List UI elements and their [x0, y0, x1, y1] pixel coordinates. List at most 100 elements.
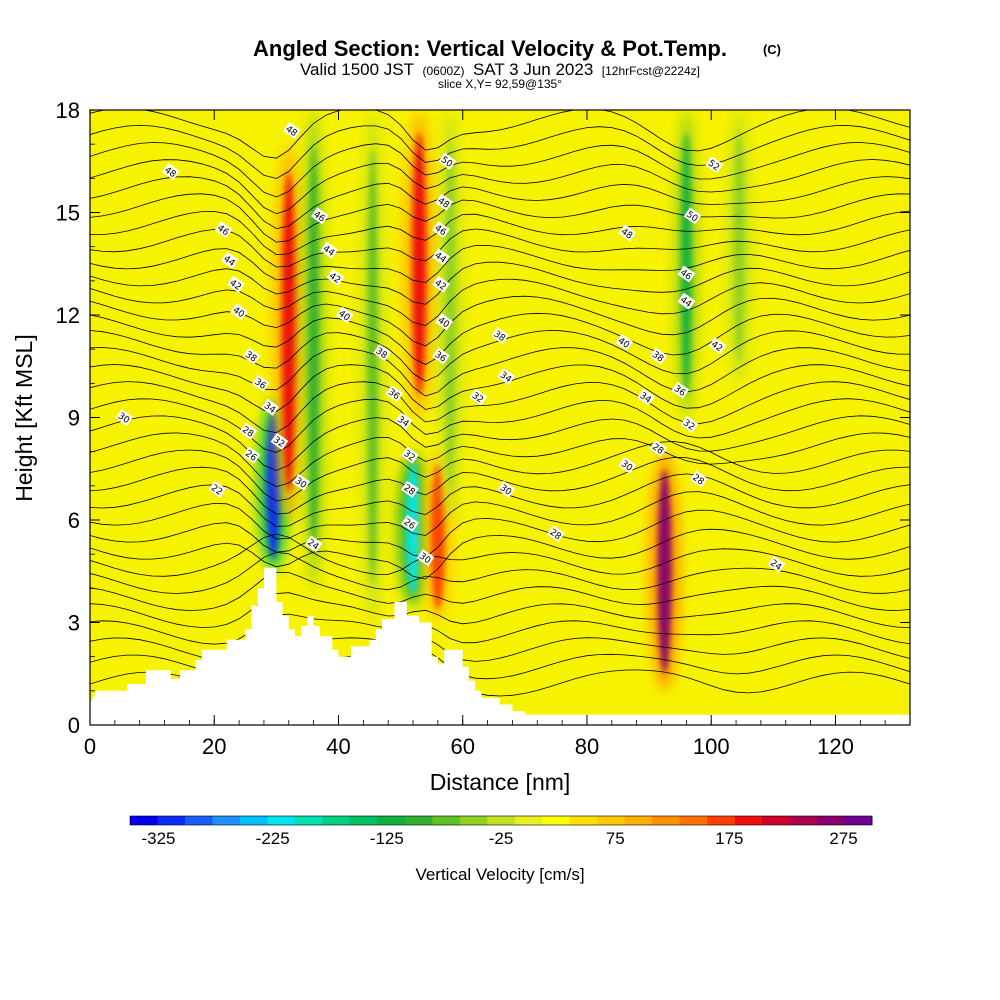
x-axis-label: Distance [nm] [430, 769, 571, 795]
theta-contour-line [90, 278, 910, 327]
contour-label-box [432, 221, 450, 239]
colorbar-tick-label: -125 [370, 829, 404, 848]
velocity-band-core [367, 148, 378, 585]
y-axis: 0 3 6 9 12 15 18 [56, 98, 910, 738]
velocity-band-core [412, 133, 427, 395]
contour-label-box [615, 333, 634, 351]
terrain-silhouette [90, 567, 910, 725]
y-tick-label: 15 [56, 201, 80, 226]
contour-label-box [547, 525, 565, 543]
contour-label-box [394, 412, 413, 430]
colorbar-tick-label: -25 [489, 829, 514, 848]
theta-contour-line [90, 441, 910, 502]
contour-label-box [261, 398, 280, 416]
contour-label-box [310, 207, 329, 225]
colorbar-swatch [267, 816, 296, 825]
colorbar-swatch [377, 816, 406, 825]
contour-label-box [683, 207, 702, 225]
title-block: Angled Section: Vertical Velocity & Pot.… [253, 36, 781, 91]
field-background [90, 110, 910, 725]
y-tick-label: 0 [68, 713, 80, 738]
colorbar-tick-label: -325 [141, 829, 175, 848]
contour-label-box [637, 388, 655, 406]
contour-label-box [115, 408, 134, 427]
colorbar-swatch [514, 816, 543, 825]
theta-contour-line [90, 592, 910, 628]
contour-label-box [161, 162, 180, 181]
theta-contour-line [90, 528, 910, 580]
contour-label-box [335, 306, 354, 324]
valid-time-line: Valid 1500 JST (0600Z) SAT 3 Jun 2023 [1… [300, 60, 700, 79]
contour-label-box [208, 480, 227, 498]
colorbar-tick-label: 75 [606, 829, 625, 848]
y-axis-label: Height [Kft MSL] [11, 334, 37, 501]
contour-label-box [705, 156, 724, 174]
contour-label-box [680, 415, 699, 433]
theta-contour-line [90, 159, 910, 215]
colorbar-swatch [569, 816, 598, 825]
contour-label-box [432, 275, 450, 293]
contour-label-box [767, 555, 786, 573]
contour-label-box [304, 535, 323, 553]
velocity-band-core [430, 464, 445, 610]
contour-label-box [283, 121, 301, 140]
colorbar-swatch [349, 816, 378, 825]
y-tick-label: 9 [68, 406, 80, 431]
x-tick-label: 0 [84, 734, 96, 759]
chart-title: Angled Section: Vertical Velocity & Pot.… [253, 36, 727, 61]
y-tick-label: 18 [56, 98, 80, 123]
contour-label-box [326, 268, 345, 286]
colorbar-swatch [679, 816, 708, 825]
velocity-band-core [308, 145, 319, 553]
theta-contour-line [90, 533, 910, 577]
theta-contour-line [90, 110, 910, 159]
valid-utc: (0600Z) [422, 64, 464, 78]
theta-contour-line [90, 261, 910, 305]
contour-label-box [469, 388, 488, 406]
contour-label-box [438, 152, 457, 170]
slice-info: slice X,Y= 92,59@135° [438, 77, 562, 91]
plot-area: 4846444240383634282632303022244846444240… [90, 110, 910, 725]
y-tick-label: 3 [68, 611, 80, 636]
contour-label-box [320, 241, 339, 259]
contour-label-box [671, 381, 690, 399]
colorbar-swatch [487, 816, 516, 825]
contour-label-box [491, 326, 509, 345]
theta-contour-line [90, 312, 910, 365]
contour-label-box [435, 193, 453, 211]
x-tick-label: 100 [693, 734, 730, 759]
theta-contour-line [90, 295, 910, 347]
theta-contour-labels: 4846444240383634282632303022244846444240… [115, 121, 786, 573]
colorbar-swatch [404, 816, 433, 825]
contour-label-box [677, 265, 696, 283]
x-tick-label: 40 [326, 734, 350, 759]
colorbar-tick-label: 175 [715, 829, 743, 848]
x-tick-label: 60 [450, 734, 474, 759]
contour-label-box [242, 347, 261, 365]
colorbar-swatch [652, 816, 681, 825]
colorbar-swatch [624, 816, 653, 825]
colorbar: -325 -225 -125 -25 75 175 275 [129, 815, 873, 848]
contour-label-box [242, 446, 261, 464]
colorbar-title: Vertical Velocity [cm/s] [415, 865, 584, 884]
theta-contour-line [90, 456, 910, 515]
colorbar-swatch [542, 816, 571, 825]
contour-label-box [416, 549, 435, 567]
valid-date: SAT 3 Jun 2023 [473, 60, 593, 79]
theta-contour-line [90, 244, 910, 283]
theta-contours [90, 110, 910, 697]
colorbar-swatch [239, 816, 268, 825]
theta-contour-line [90, 415, 910, 471]
colorbar-swatch [459, 816, 488, 825]
contour-label-box [270, 432, 289, 450]
contour-label-box [401, 480, 419, 498]
contour-label-box [708, 337, 727, 355]
theta-contour-line [90, 381, 910, 434]
x-tick-label: 20 [202, 734, 226, 759]
colorbar-swatch [707, 816, 736, 825]
colorbar-frame [129, 815, 873, 826]
contour-label-box [677, 292, 696, 310]
colorbar-swatch [817, 816, 846, 825]
colorbar-swatch [212, 816, 241, 825]
theta-contour-line [90, 176, 910, 230]
